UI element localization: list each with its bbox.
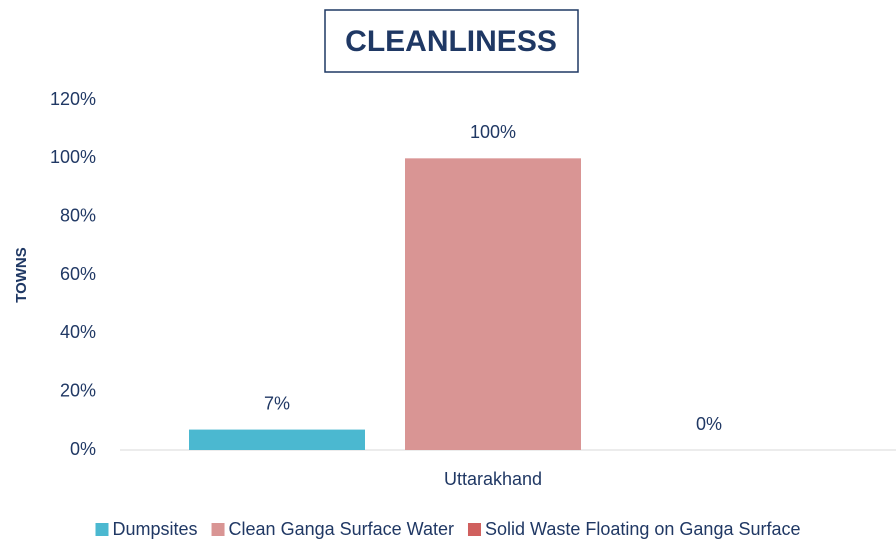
y-axis-label: TOWNS [13,247,30,303]
y-tick-label: 80% [60,205,96,225]
chart-title: CLEANLINESS [345,25,557,58]
legend-label: Clean Ganga Surface Water [229,519,454,539]
title-box [324,9,579,73]
data-label: 7% [264,393,290,413]
data-label: 0% [696,414,722,434]
y-tick-label: 20% [60,380,96,400]
bar [405,158,581,451]
legend-swatch [95,523,109,536]
data-label: 100% [470,122,516,142]
bar [189,429,365,450]
y-tick-label: 60% [60,264,96,284]
y-tick-label: 40% [60,322,96,342]
legend-swatch [467,523,481,536]
y-tick-label: 100% [50,147,96,167]
y-tick-label: 0% [70,439,96,459]
y-tick-label: 120% [50,89,96,109]
legend-label: Dumpsites [113,519,198,539]
x-tick-label: Uttarakhand [444,469,542,489]
legend-label: Solid Waste Floating on Ganga Surface [485,519,801,539]
legend-swatch [211,523,225,536]
